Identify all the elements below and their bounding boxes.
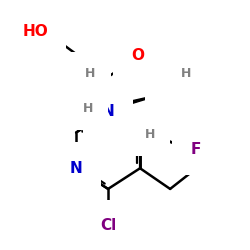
Polygon shape [102, 93, 166, 112]
Text: N: N [70, 161, 82, 176]
Text: O: O [132, 48, 145, 63]
Text: N: N [102, 104, 115, 119]
Polygon shape [136, 126, 185, 148]
Text: F: F [191, 142, 201, 157]
Text: H: H [83, 102, 93, 114]
Text: H: H [181, 67, 191, 80]
Text: OH: OH [171, 82, 197, 98]
Text: H: H [144, 128, 155, 141]
Text: H: H [85, 67, 96, 80]
Text: HO: HO [22, 24, 48, 39]
Text: N: N [164, 104, 176, 119]
Text: Cl: Cl [100, 218, 116, 233]
